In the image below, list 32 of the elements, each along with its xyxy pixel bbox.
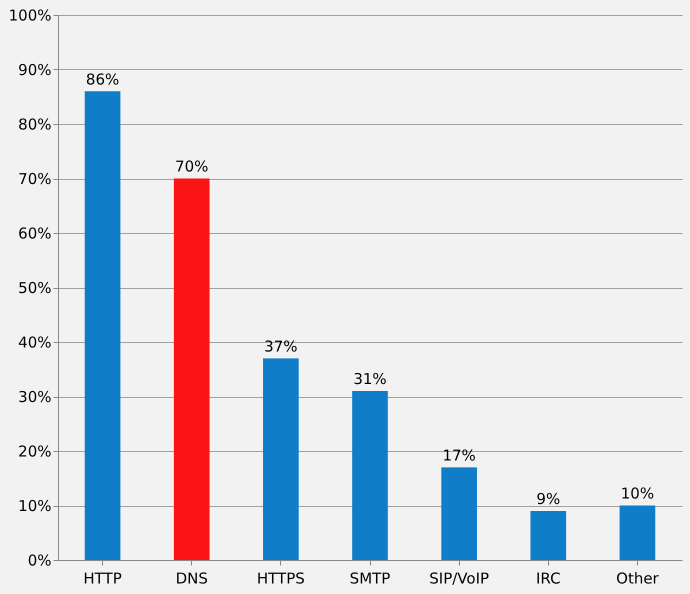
y-tick-label: 80% <box>18 116 52 134</box>
bar <box>530 510 566 560</box>
data-label: 31% <box>353 370 387 388</box>
y-tick-label: 60% <box>18 224 52 242</box>
data-label: 70% <box>175 158 208 176</box>
x-tick-label: HTTPS <box>256 570 305 588</box>
data-label: 86% <box>86 70 120 88</box>
y-tick-label: 0% <box>28 552 52 570</box>
bar <box>352 391 388 560</box>
bar <box>263 358 299 560</box>
bar <box>84 91 120 560</box>
y-tick-label: 70% <box>18 170 52 188</box>
x-tick-label: HTTP <box>83 570 122 588</box>
data-label: 37% <box>264 337 298 356</box>
y-tick-label: 10% <box>18 497 52 515</box>
y-tick-label: 100% <box>8 6 52 24</box>
y-tick-label: 30% <box>18 388 52 406</box>
x-tick-label: SIP/VoIP <box>429 570 490 588</box>
y-tick-label: 90% <box>18 61 52 79</box>
x-tick-label: DNS <box>176 570 208 588</box>
data-label: 17% <box>442 446 476 464</box>
y-tick-label: 40% <box>18 334 52 352</box>
y-tick-label: 50% <box>18 279 52 297</box>
data-label: 10% <box>620 484 654 502</box>
bar <box>174 178 210 560</box>
bar <box>441 467 477 560</box>
data-label: 9% <box>536 490 560 508</box>
y-tick-label: 20% <box>18 442 52 460</box>
x-tick-label: Other <box>616 570 660 588</box>
x-tick-label: IRC <box>536 570 561 588</box>
bar <box>620 506 656 560</box>
x-tick-label: SMTP <box>350 570 390 588</box>
